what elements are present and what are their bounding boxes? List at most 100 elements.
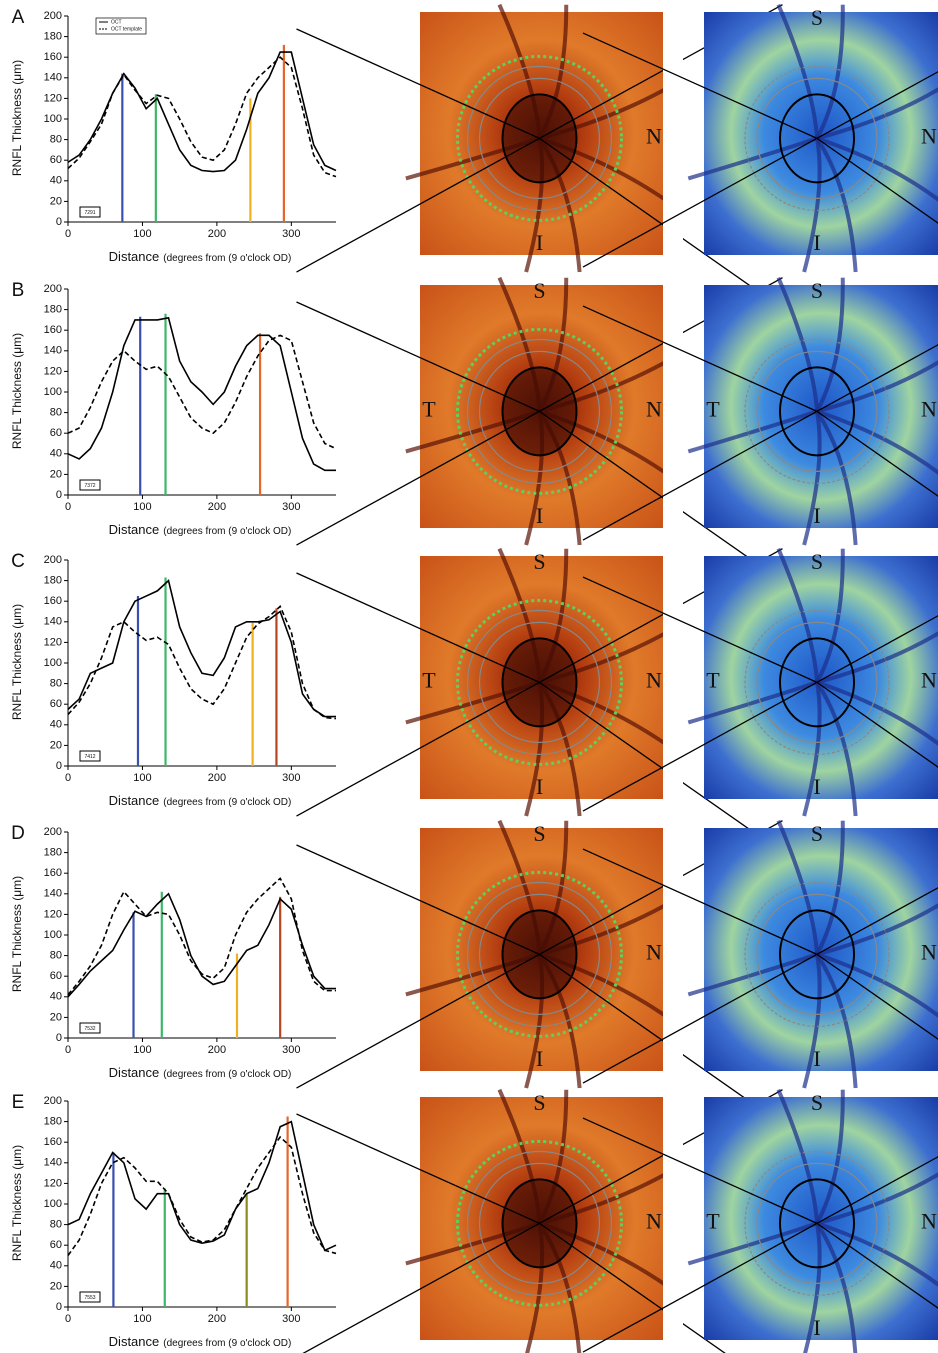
y-tick-label: 80 [50,407,62,419]
series-line [67,1135,337,1256]
orientation-label: I [813,230,820,255]
sector-line [539,410,783,582]
vessel [816,360,938,414]
scan-circle [456,1139,623,1307]
orientation-label: T [706,667,720,692]
y-tick-label: 60 [50,154,62,166]
y-tick-label: 160 [44,51,62,63]
y-tick-label: 140 [44,345,62,357]
y-tick-label: 60 [50,698,62,710]
y-tick-label: 0 [56,1301,62,1313]
orientation-label: N [921,123,937,148]
x-axis-note: (degrees from (9 o'clock OD) [163,1338,291,1349]
sector-line [296,953,540,1089]
orientation-label: N [921,939,937,964]
y-tick-label: 0 [56,216,62,228]
sector-line [816,1222,938,1309]
y-tick-label: 60 [50,970,62,982]
y-tick-label: 120 [44,92,62,104]
orientation-label: S [811,1090,823,1115]
image-clip [663,828,683,1071]
vessel [816,136,938,202]
sector-line [582,32,818,139]
y-tick-label: 60 [50,427,62,439]
sector-line [582,137,818,268]
x-axis-label: Distance (degrees from (9 o'clock OD) [109,1334,292,1349]
sector-line [539,137,783,309]
sector-line [582,848,818,955]
vessel [776,819,819,955]
sector-line [816,344,938,412]
orientation-label: S [533,549,545,574]
y-tick-label: 40 [50,1260,62,1272]
scan-ring [756,893,878,1015]
y-tick-label: 200 [44,826,62,838]
optic-disc [779,366,855,457]
vessel [776,547,819,683]
sector-line [582,1222,818,1353]
scan-ring [756,77,878,199]
y-tick-label: 180 [44,847,62,859]
y-tick-label: 140 [44,72,62,84]
orientation-label: S [533,1090,545,1115]
vessel [816,952,938,1018]
y-tick-label: 80 [50,678,62,690]
y-tick-label: 180 [44,575,62,587]
scan-ring [478,1162,601,1284]
id-box [79,750,101,762]
scan-ring [478,350,601,472]
id-box-label: 7412 [84,754,95,760]
sector-line [816,887,938,955]
scan-ring [466,65,613,211]
orientation-label: N [921,1208,937,1233]
optic-disc [779,93,855,184]
sector-line [816,681,938,768]
sector-line [539,1222,726,1353]
sector-line [816,71,938,139]
sector-line [539,953,783,1125]
x-tick-label: 200 [208,228,226,240]
y-tick-label: 160 [44,324,62,336]
y-tick-label: 0 [56,489,62,501]
orientation-label: S [811,549,823,574]
scan-ring [744,338,890,484]
vessel [687,680,818,725]
orientation-label: S [533,278,545,303]
y-tick-label: 160 [44,595,62,607]
y-tick-label: 120 [44,365,62,377]
optic-disc [779,637,855,728]
orientation-label: S [811,5,823,30]
vessel [816,87,938,141]
vessel [776,276,819,412]
y-tick-label: 20 [50,739,62,751]
y-tick-label: 0 [56,760,62,772]
orientation-label: T [422,396,436,421]
y-axis-label: RNFL Thickness (μm) [10,876,24,992]
orientation-label: N [646,939,662,964]
x-tick-label: 0 [65,228,71,240]
series-line [67,579,336,718]
x-tick-label: 100 [133,228,151,240]
sector-line [816,1156,938,1224]
sector-line [816,615,938,683]
panel-label: A [12,7,25,28]
x-tick-label: 300 [282,772,300,784]
scan-circle [456,870,623,1038]
sector-line [296,28,540,139]
orientation-label: S [811,821,823,846]
x-tick-label: 100 [133,1044,151,1056]
image-clip [663,1097,683,1340]
y-tick-label: 200 [44,10,62,22]
x-tick-label: 200 [208,1313,226,1325]
scan-ring [756,350,878,472]
y-tick-label: 100 [44,929,62,941]
y-tick-label: 40 [50,448,62,460]
vessel [815,953,858,1089]
vessel [802,682,822,817]
vessel [802,411,822,546]
y-tick-label: 40 [50,175,62,187]
scan-ring [478,621,601,743]
orientation-label: S [533,821,545,846]
scan-ring [744,1150,890,1296]
